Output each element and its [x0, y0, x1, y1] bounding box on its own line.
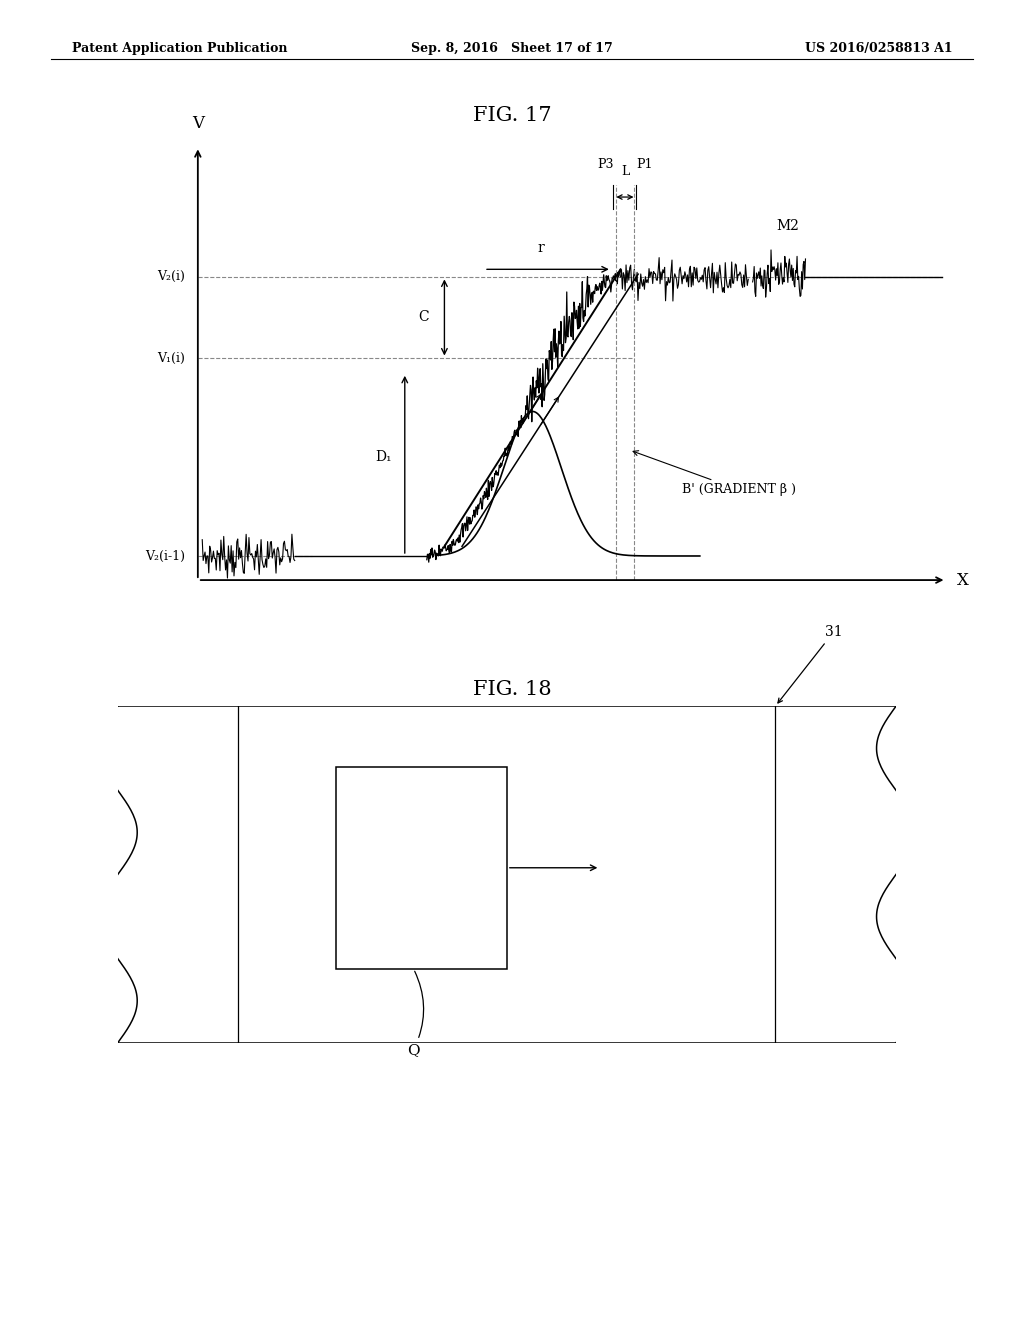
Text: V₂(i): V₂(i) — [157, 271, 184, 282]
Text: D₁: D₁ — [375, 450, 391, 465]
Text: B' (GRADIENT β ): B' (GRADIENT β ) — [633, 450, 797, 496]
Text: Q: Q — [408, 972, 424, 1057]
Text: P1: P1 — [636, 157, 653, 170]
Text: V₂(i-1): V₂(i-1) — [144, 549, 184, 562]
Text: X: X — [957, 572, 969, 589]
Text: L: L — [621, 165, 629, 178]
Text: FIG. 18: FIG. 18 — [473, 680, 551, 698]
Text: M2: M2 — [776, 219, 800, 234]
Text: Patent Application Publication: Patent Application Publication — [72, 42, 287, 55]
Text: US 2016/0258813 A1: US 2016/0258813 A1 — [805, 42, 952, 55]
Text: V₁(i): V₁(i) — [157, 352, 184, 364]
Text: r: r — [538, 240, 545, 255]
Text: Sep. 8, 2016   Sheet 17 of 17: Sep. 8, 2016 Sheet 17 of 17 — [411, 42, 613, 55]
Text: C: C — [418, 310, 429, 325]
Text: 31: 31 — [778, 624, 843, 704]
Bar — [336, 767, 507, 969]
Text: P3: P3 — [597, 157, 613, 170]
Text: FIG. 17: FIG. 17 — [473, 106, 551, 124]
Text: V: V — [191, 115, 204, 132]
